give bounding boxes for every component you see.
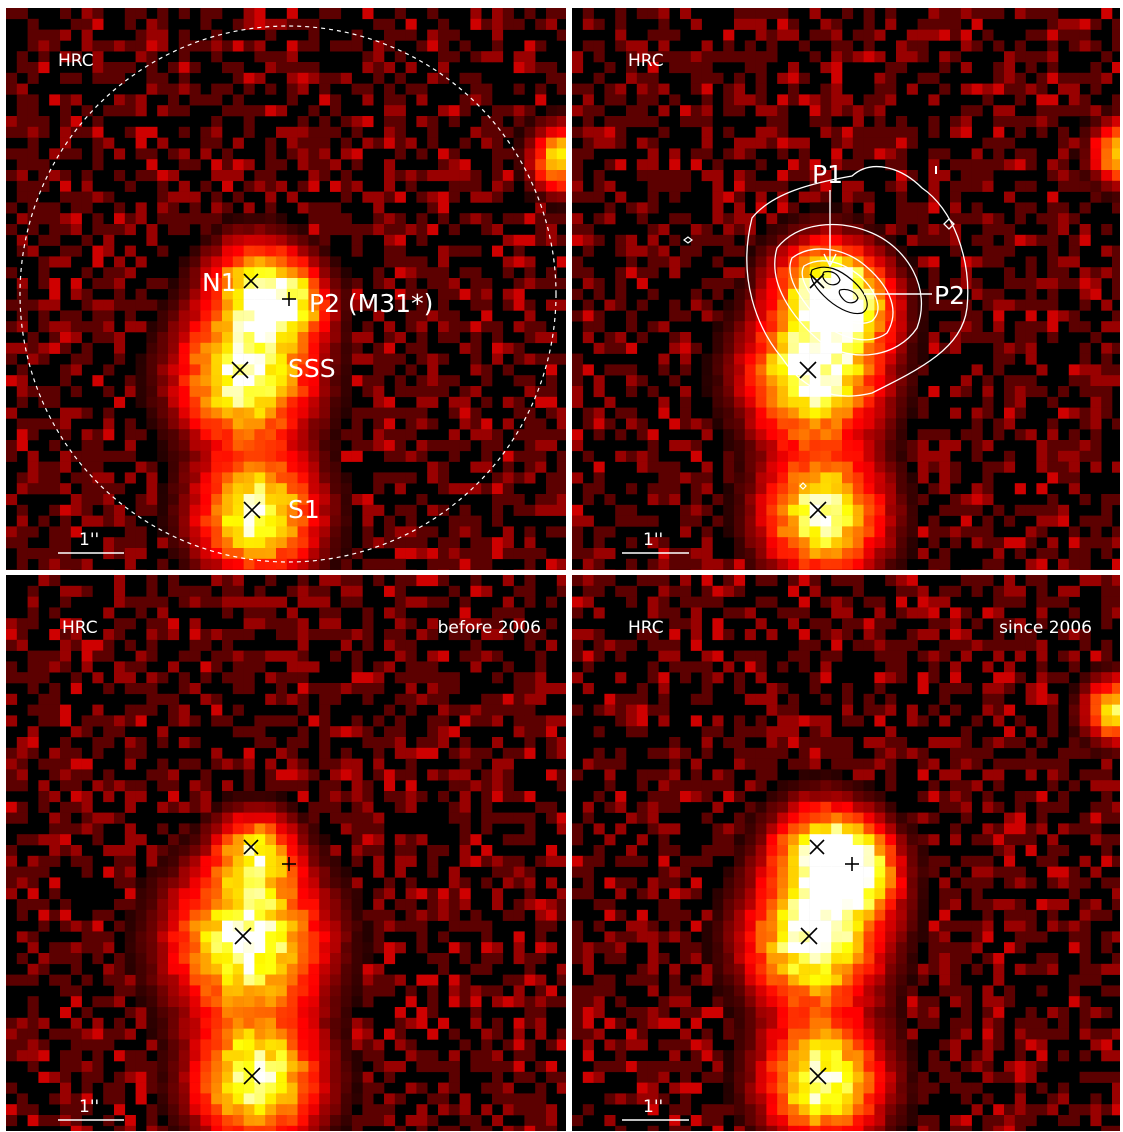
x-marker-s1 (243, 1067, 261, 1085)
panel-2-image: HRC P1 P2 1'' (572, 8, 1120, 570)
p1-arrowhead (823, 253, 837, 268)
scale-bar-label: 1'' (643, 1097, 663, 1117)
x-marker-n1 (243, 839, 259, 855)
x-marker-n1 (809, 273, 825, 289)
contour-lines (683, 166, 969, 490)
scale-bar-label: 1'' (79, 530, 99, 550)
x-marker-sss (800, 927, 818, 945)
source-label-p2: P2 (934, 281, 965, 310)
panel-top-left: HRC N1 P2 (M31*) SSS S1 1'' (6, 8, 566, 570)
panel-bottom-left: HRC before 2006 1'' (6, 575, 566, 1131)
panel-4-image: HRC since 2006 1'' (572, 575, 1120, 1131)
panel-3-image: HRC before 2006 1'' (6, 575, 566, 1131)
x-marker-sss (234, 927, 252, 945)
epoch-label: since 2006 (999, 618, 1092, 638)
plus-marker-p2 (282, 292, 296, 306)
instrument-label: HRC (628, 51, 664, 71)
extraction-region-circle (19, 25, 557, 563)
source-label-p1: P1 (812, 160, 843, 189)
panel-top-right: HRC P1 P2 1'' (572, 8, 1120, 570)
scale-bar-label: 1'' (643, 530, 663, 550)
x-marker-n1 (809, 839, 825, 855)
x-marker-sss (799, 361, 817, 379)
epoch-label: before 2006 (438, 618, 541, 638)
instrument-label: HRC (58, 51, 94, 71)
plus-marker-p2 (845, 857, 859, 871)
panel-1-image: HRC N1 P2 (M31*) SSS S1 1'' (6, 8, 566, 570)
instrument-label: HRC (62, 618, 98, 638)
x-marker-s1 (243, 501, 261, 519)
source-label-p2: P2 (M31*) (309, 289, 433, 318)
source-label-n1: N1 (202, 268, 237, 297)
x-marker-s1 (809, 501, 827, 519)
panel-bottom-right: HRC since 2006 1'' (572, 575, 1120, 1131)
x-marker-sss (231, 361, 249, 379)
x-marker-s1 (809, 1067, 827, 1085)
plus-marker-p2 (282, 857, 296, 871)
source-label-s1: S1 (288, 495, 320, 524)
source-label-sss: SSS (288, 354, 336, 383)
x-marker-n1 (243, 273, 259, 289)
scale-bar-label: 1'' (79, 1097, 99, 1117)
instrument-label: HRC (628, 618, 664, 638)
